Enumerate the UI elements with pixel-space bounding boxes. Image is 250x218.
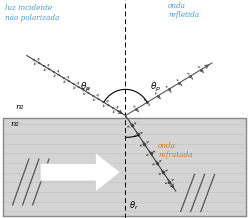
Text: $\theta_p$: $\theta_p$	[80, 81, 90, 94]
Text: $\theta_r$: $\theta_r$	[129, 200, 139, 212]
Polygon shape	[40, 153, 120, 192]
Text: n₁: n₁	[15, 103, 24, 111]
FancyBboxPatch shape	[2, 118, 245, 216]
Text: $\theta_p$: $\theta_p$	[150, 81, 160, 94]
Text: onda
refletida: onda refletida	[168, 2, 199, 19]
Text: n₂: n₂	[10, 120, 19, 128]
Text: luz incidente
não polarizada: luz incidente não polarizada	[5, 4, 59, 22]
Text: onda
refratada: onda refratada	[158, 142, 192, 159]
